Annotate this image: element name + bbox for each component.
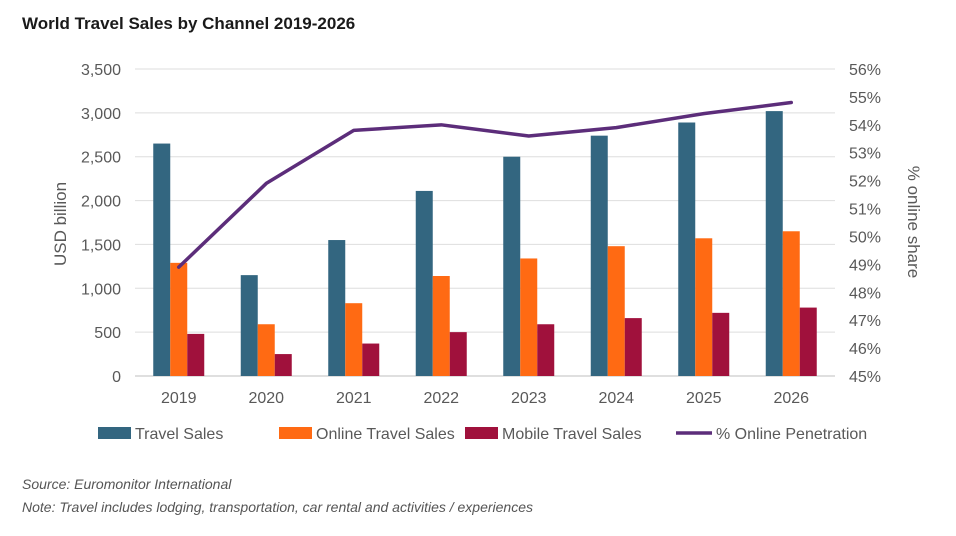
x-tick-label: 2024 — [598, 390, 634, 407]
y2-tick-label: 46% — [849, 341, 881, 358]
x-tick-label: 2019 — [161, 390, 197, 407]
y2-tick-label: 52% — [849, 174, 881, 191]
bar-mobile-travel-sales-2024 — [624, 318, 642, 376]
y-tick-label: 0 — [112, 369, 121, 386]
y2-tick-label: 50% — [849, 229, 881, 246]
y2-axis-label: % online share — [904, 166, 923, 278]
bar-mobile-travel-sales-2020 — [274, 354, 292, 376]
bar-travel-sales-2022 — [415, 190, 433, 376]
legend-swatch-online-travel-sales — [279, 427, 312, 439]
legend-label-mobile-travel-sales: Mobile Travel Sales — [502, 426, 642, 443]
bar-online-travel-sales-2026 — [782, 231, 800, 376]
bar-mobile-travel-sales-2022 — [449, 332, 467, 376]
x-tick-label: 2025 — [686, 390, 722, 407]
legend-label-online-penetration: % Online Penetration — [716, 426, 867, 443]
bar-mobile-travel-sales-2023 — [537, 324, 555, 376]
bar-mobile-travel-sales-2019 — [187, 333, 205, 376]
y2-tick-label: 51% — [849, 202, 881, 219]
bar-online-travel-sales-2024 — [607, 246, 625, 376]
y-axis-label: USD billion — [51, 182, 70, 266]
bar-travel-sales-2024 — [590, 135, 608, 376]
bar-travel-sales-2020 — [240, 275, 258, 376]
legend: Travel Sales Online Travel Sales Mobile Tr… — [98, 426, 867, 443]
line-online-penetration — [177, 100, 793, 269]
x-tick-label: 2023 — [511, 390, 547, 407]
bar-mobile-travel-sales-2025 — [712, 312, 730, 376]
bar-travel-sales-2026 — [765, 111, 783, 377]
y2-tick-label: 54% — [849, 118, 881, 135]
x-axis-ticks: 2019 2020 2021 2022 2023 2024 2025 2026 — [161, 390, 809, 407]
bar-online-travel-sales-2019 — [170, 262, 188, 376]
bar-mobile-travel-sales-2026 — [799, 307, 817, 376]
chart-title: World Travel Sales by Channel 2019-2026 — [22, 14, 356, 33]
legend-label-travel-sales: Travel Sales — [135, 426, 223, 443]
bar-travel-sales-2019 — [153, 143, 171, 376]
x-tick-label: 2026 — [773, 390, 809, 407]
x-tick-label: 2022 — [423, 390, 459, 407]
bar-online-travel-sales-2023 — [520, 258, 538, 376]
gridlines — [135, 68, 835, 377]
y-tick-label: 3,000 — [81, 106, 121, 123]
penetration-line — [177, 100, 793, 269]
y-tick-label: 1,500 — [81, 237, 121, 254]
y2-tick-label: 53% — [849, 146, 881, 163]
y-tick-label: 500 — [94, 325, 121, 342]
source-note: Source: Euromonitor International — [22, 476, 232, 492]
bar-mobile-travel-sales-2021 — [362, 343, 380, 376]
y-tick-label: 3,500 — [81, 62, 121, 79]
chart-note: Note: Travel includes lodging, transport… — [22, 499, 534, 515]
bar-travel-sales-2023 — [503, 156, 521, 376]
right-axis-ticks: 45% 46% 47% 48% 49% 50% 51% 52% 53% 54% 55% 56% — [849, 62, 881, 386]
y2-tick-label: 56% — [849, 62, 881, 79]
bar-travel-sales-2025 — [678, 122, 696, 377]
legend-label-online-travel-sales: Online Travel Sales — [316, 426, 455, 443]
bar-online-travel-sales-2025 — [695, 238, 713, 376]
y2-tick-label: 47% — [849, 313, 881, 330]
y-tick-label: 2,500 — [81, 150, 121, 167]
bar-travel-sales-2021 — [328, 240, 346, 376]
y-tick-label: 2,000 — [81, 194, 121, 211]
legend-swatch-mobile-travel-sales — [465, 427, 498, 439]
bar-online-travel-sales-2022 — [432, 276, 450, 376]
bar-online-travel-sales-2021 — [345, 303, 363, 376]
bar-online-travel-sales-2020 — [257, 324, 275, 376]
y2-tick-label: 48% — [849, 285, 881, 302]
bars — [153, 111, 817, 377]
x-tick-label: 2020 — [248, 390, 284, 407]
y2-tick-label: 45% — [849, 369, 881, 386]
y-tick-label: 1,000 — [81, 281, 121, 298]
y2-tick-label: 49% — [849, 257, 881, 274]
y2-tick-label: 55% — [849, 90, 881, 107]
x-tick-label: 2021 — [336, 390, 372, 407]
legend-swatch-travel-sales — [98, 427, 131, 439]
left-axis-ticks: 0 500 1,000 1,500 2,000 2,500 3,000 3,500 — [81, 62, 121, 386]
